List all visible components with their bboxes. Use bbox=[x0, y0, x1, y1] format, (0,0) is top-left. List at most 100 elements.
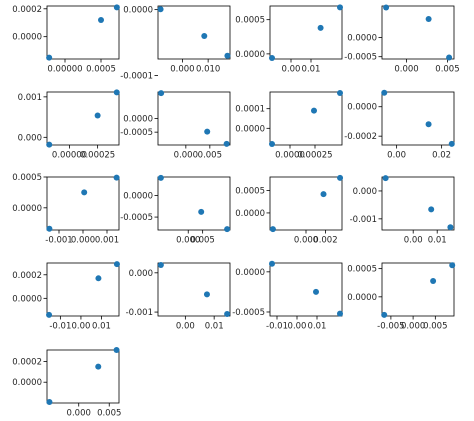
x-tick-label: 0.01 bbox=[308, 322, 327, 332]
axes-frame bbox=[46, 91, 120, 146]
x-tick-label: 0.000 bbox=[176, 236, 200, 246]
axes-frame bbox=[381, 262, 455, 317]
x-tick-label: 0.010 bbox=[196, 65, 220, 75]
data-point bbox=[157, 261, 164, 268]
x-tick-label: 0.005 bbox=[435, 65, 459, 75]
data-point bbox=[428, 206, 435, 213]
data-point bbox=[113, 4, 120, 11]
y-tick-label: 0.0000 bbox=[12, 378, 42, 388]
subplot-14: 0.00 0.01 0.000 -0.001 bbox=[126, 261, 231, 332]
data-point bbox=[95, 275, 102, 282]
data-point bbox=[46, 141, 53, 148]
y-tick-label: 0.0000 bbox=[347, 103, 377, 113]
axes-frame bbox=[46, 349, 120, 404]
data-point bbox=[311, 107, 317, 114]
subplot-1: 0.00000 0.0005 0.0000 0.0002 bbox=[12, 4, 120, 75]
axes-frame bbox=[157, 262, 231, 317]
data-point bbox=[157, 6, 164, 13]
axes-frame bbox=[269, 262, 343, 317]
data-point bbox=[81, 189, 88, 196]
y-tick-label: 0.0000 bbox=[12, 294, 42, 304]
y-tick-label: 0.0002 bbox=[12, 271, 42, 281]
data-point bbox=[94, 112, 101, 119]
data-point bbox=[224, 226, 231, 233]
x-tick-label: 0.00000 bbox=[47, 65, 82, 75]
axes-frame bbox=[46, 176, 120, 231]
data-point bbox=[46, 54, 53, 61]
x-tick-label: 0.005 bbox=[97, 409, 121, 419]
x-tick-label: -0.005 bbox=[377, 322, 404, 332]
x-tick-label: 0.000 bbox=[294, 236, 318, 246]
y-tick-label: 0.0000 bbox=[347, 33, 377, 43]
data-point bbox=[46, 225, 53, 232]
axes-frame bbox=[157, 91, 231, 146]
data-point bbox=[46, 398, 53, 405]
axes-frame bbox=[46, 262, 120, 317]
x-tick-label: 0.000 bbox=[401, 322, 425, 332]
data-point bbox=[113, 347, 120, 353]
y-tick-label: 0.001 bbox=[18, 93, 42, 103]
data-point bbox=[320, 191, 327, 198]
x-tick-label: -0.01 bbox=[266, 322, 288, 332]
x-tick-label: 0.01 bbox=[302, 65, 321, 75]
data-point bbox=[98, 16, 104, 23]
y-tick-label: -0.001 bbox=[126, 308, 153, 318]
data-point bbox=[337, 310, 343, 317]
data-point bbox=[269, 226, 276, 233]
data-point bbox=[446, 54, 453, 61]
axes-frame bbox=[269, 5, 343, 60]
y-tick-label: 0.000 bbox=[353, 187, 377, 197]
x-tick-label: 0.000 bbox=[170, 65, 194, 75]
data-point bbox=[381, 311, 388, 318]
y-tick-label: 0.0000 bbox=[235, 124, 265, 134]
y-tick-label: 0.0005 bbox=[12, 173, 42, 183]
y-tick-label: -0.0005 bbox=[120, 213, 153, 223]
x-tick-label: 0.00025 bbox=[80, 151, 115, 161]
data-point bbox=[113, 89, 120, 96]
subplot-8: 0.00 0.02 0.0000 -0.0002 bbox=[344, 89, 455, 161]
y-tick-label: 0.0005 bbox=[235, 16, 265, 26]
subplot-15: -0.01 0.00 0.01 0.0000 -0.0005 bbox=[232, 260, 343, 332]
x-tick-label: 0.000 bbox=[394, 65, 418, 75]
data-point bbox=[449, 262, 456, 269]
x-tick-label: 0.00025 bbox=[297, 151, 332, 161]
axes-frame bbox=[269, 176, 343, 231]
subplot-6: 0.000 0.005 0.0000 -0.0005 bbox=[120, 90, 231, 161]
data-point bbox=[113, 174, 120, 181]
x-tick-label: 0.00 bbox=[176, 322, 195, 332]
x-tick-label: 0.005 bbox=[198, 151, 222, 161]
y-tick-label: 0.0000 bbox=[123, 6, 153, 16]
data-point bbox=[337, 174, 344, 181]
y-tick-label: 0.0002 bbox=[12, 357, 42, 367]
data-point bbox=[383, 4, 390, 11]
subplot-17: 0.000 0.005 0.0000 0.0002 bbox=[12, 347, 121, 419]
data-point bbox=[317, 24, 324, 31]
data-point bbox=[203, 291, 210, 298]
data-point bbox=[313, 288, 319, 295]
x-tick-label: 0.00 bbox=[288, 322, 307, 332]
axes-frame bbox=[157, 5, 231, 60]
data-point bbox=[447, 224, 454, 231]
subplot-11: 0.0000.002 0.0000 0.0005 bbox=[235, 174, 344, 246]
axes-frame bbox=[269, 91, 343, 146]
axes-frame bbox=[381, 5, 455, 60]
data-point bbox=[158, 90, 165, 97]
subplot-12: 0.00 0.01 0.000 -0.001 bbox=[350, 175, 455, 246]
axes-frame bbox=[46, 5, 120, 60]
y-tick-label: 0.0000 bbox=[347, 293, 377, 303]
x-tick-label: 0.01 bbox=[205, 322, 224, 332]
axes-frame bbox=[157, 176, 231, 231]
subplot-2: 0.000 0.010 0.0000 -0.0001 bbox=[120, 5, 231, 81]
x-tick-label: 0.01 bbox=[428, 236, 447, 246]
data-point bbox=[113, 261, 120, 268]
y-tick-label: 0.0000 bbox=[235, 209, 265, 219]
x-tick-label: 0.000 bbox=[67, 409, 91, 419]
data-point bbox=[382, 175, 389, 182]
x-tick-label: 0.000 bbox=[71, 236, 95, 246]
y-tick-label: -0.001 bbox=[350, 215, 377, 225]
y-tick-label: 0.0001 bbox=[235, 105, 265, 115]
x-tick-label: 0.005 bbox=[190, 236, 214, 246]
